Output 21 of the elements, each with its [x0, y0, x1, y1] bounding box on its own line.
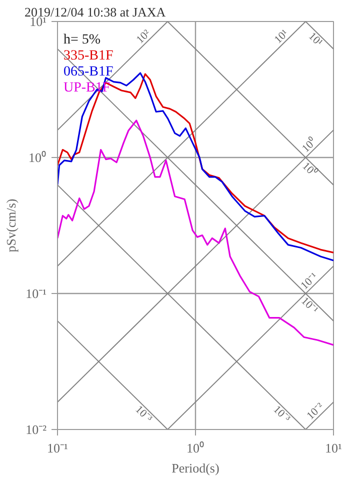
- series-label: 065-B1F: [64, 64, 114, 80]
- x-tick-label: 10⁰: [186, 440, 204, 456]
- series-label: 335-B1F: [64, 48, 114, 64]
- x-tick-label: 10¹: [325, 440, 342, 456]
- text: 10²: [134, 27, 154, 46]
- text: 10⁰: [299, 135, 319, 155]
- text: 10⁻²: [304, 400, 327, 422]
- x-tick-label: 10⁻¹: [47, 440, 68, 456]
- x-axis-title: Period(s): [172, 460, 220, 476]
- text: 10¹: [272, 28, 291, 46]
- annotation: h= 5%: [64, 32, 101, 48]
- y-tick-label: 10⁰: [28, 150, 46, 165]
- text: 10⁻³: [270, 404, 293, 426]
- text: 10⁻³: [132, 404, 155, 426]
- y-tick-label: 10⁻¹: [26, 286, 47, 301]
- text: 10⁻¹: [298, 295, 320, 316]
- text: 10⁰: [300, 159, 320, 180]
- text: 10¹: [306, 30, 325, 49]
- y-tick-label: 10⁻²: [26, 422, 47, 437]
- text: 10⁻¹: [298, 270, 320, 292]
- y-axis-title: pSv(cm/s): [4, 198, 19, 252]
